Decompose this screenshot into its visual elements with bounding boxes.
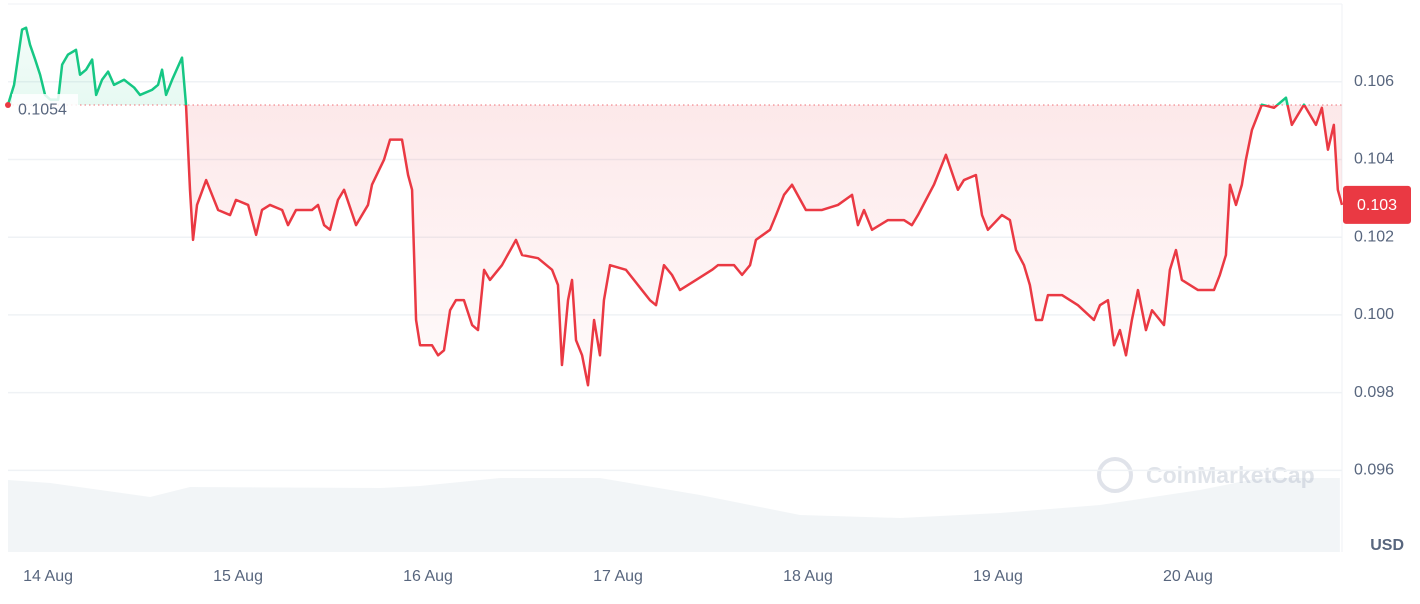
current-price-badge xyxy=(1343,185,1411,224)
x-tick-label: 15 Aug xyxy=(213,568,263,585)
y-tick-label: 0.098 xyxy=(1354,384,1394,401)
baseline-label: 0.1054 xyxy=(18,101,67,118)
baseline-label-bg xyxy=(12,94,78,117)
y-tick-label: 0.106 xyxy=(1354,73,1394,90)
x-tick-label: 19 Aug xyxy=(973,568,1023,585)
y-tick-label: 0.102 xyxy=(1354,228,1394,245)
y-tick-label: 0.100 xyxy=(1354,306,1394,323)
baseline-dot xyxy=(5,102,11,109)
x-tick-label: 16 Aug xyxy=(403,568,453,585)
price-line xyxy=(6,26,1344,387)
y-tick-label: 0.096 xyxy=(1354,462,1394,479)
volume-area xyxy=(8,478,1340,552)
watermark-logo xyxy=(1097,457,1133,493)
x-tick-label: 17 Aug xyxy=(593,568,643,585)
x-tick-label: 14 Aug xyxy=(23,568,73,585)
current-price-label: 0.103 xyxy=(1357,197,1397,214)
y-tick-label: 0.104 xyxy=(1354,151,1394,168)
watermark-text: CoinMarketCap xyxy=(1146,462,1315,488)
area-fill-up xyxy=(8,27,1305,106)
watermark: CoinMarketCap xyxy=(1097,457,1315,493)
area-fill-down xyxy=(8,105,1342,386)
x-tick-label: 20 Aug xyxy=(1163,568,1213,585)
unit-label: USD xyxy=(1370,537,1404,554)
x-tick-label: 18 Aug xyxy=(783,568,833,585)
